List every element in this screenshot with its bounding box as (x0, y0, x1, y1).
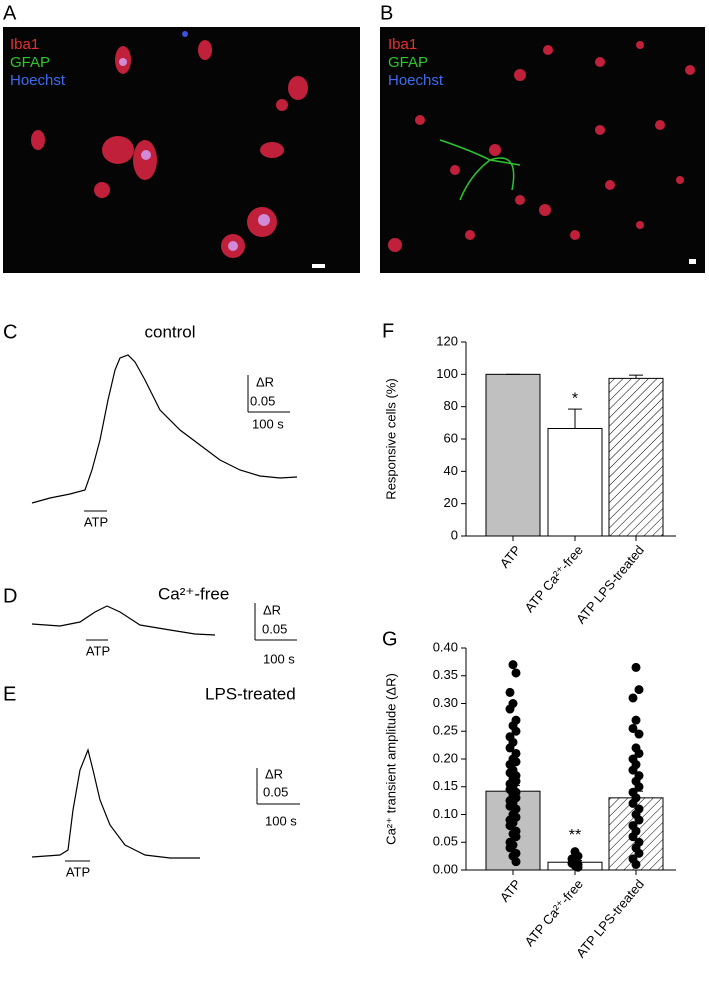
trace-title: Ca²⁺-free (158, 584, 229, 603)
data-point (573, 862, 583, 872)
stain-label: Iba1 (388, 36, 417, 53)
x-tick-label: ATP Ca²⁺-free (522, 542, 586, 615)
panel-letter: C (3, 321, 17, 343)
scale-label: 0.05 (263, 784, 288, 799)
stain-label: Hoechst (10, 72, 66, 89)
bar (485, 373, 541, 537)
panel-letter: A (3, 2, 17, 24)
y-tick-label: 20 (444, 495, 458, 510)
panel-letter: E (3, 683, 16, 705)
data-point (511, 857, 521, 867)
y-tick-label: 0.35 (433, 667, 458, 682)
y-tick-label: 0 (451, 527, 458, 542)
data-point (634, 685, 644, 695)
stain-label: Hoechst (388, 72, 444, 89)
stain-label: Iba1 (10, 36, 39, 53)
scale-label: 100 s (265, 813, 297, 828)
trace-title: LPS-treated (205, 684, 296, 703)
y-tick-label: 60 (444, 430, 458, 445)
y-tick-label: 0.10 (433, 806, 458, 821)
micrograph (3, 27, 360, 273)
data-point (634, 748, 644, 758)
data-point (505, 843, 515, 853)
scale-label: 0.05 (250, 393, 275, 408)
x-tick-label: ATP Ca²⁺-free (522, 876, 586, 949)
scale-label: ΔR (263, 602, 281, 617)
y-tick-label: 120 (436, 333, 458, 348)
trace-title: control (144, 322, 195, 341)
scale-label: 100 s (263, 651, 295, 666)
x-tick-label: ATP (497, 542, 524, 570)
x-tick-label: ATP LPS-treated (573, 542, 647, 626)
data-point (628, 693, 638, 703)
data-point (505, 821, 515, 831)
panel-letter: G (382, 628, 398, 650)
significance: * (572, 390, 578, 407)
data-point (505, 687, 515, 697)
y-tick-label: 40 (444, 463, 458, 478)
data-point (628, 798, 638, 808)
data-point (631, 859, 641, 869)
y-tick-label: 0.20 (433, 750, 458, 765)
y-tick-label: 0.40 (433, 639, 458, 654)
data-point (634, 729, 644, 739)
stimulus-label: ATP (84, 514, 108, 529)
data-point (628, 723, 638, 733)
data-point (505, 743, 515, 753)
panel-letter: F (382, 320, 394, 342)
data-point (631, 662, 641, 672)
bar (608, 377, 664, 537)
y-tick-label: 100 (436, 366, 458, 381)
stimulus-label: ATP (66, 864, 90, 879)
data-point (631, 715, 641, 725)
y-tick-label: 0.15 (433, 778, 458, 793)
stimulus-label: ATP (86, 643, 110, 658)
y-tick-label: 0.00 (433, 861, 458, 876)
data-point (505, 704, 515, 714)
trace (31, 354, 298, 504)
scale-label: 100 s (252, 416, 284, 431)
y-tick-label: 80 (444, 398, 458, 413)
y-tick-label: 0.30 (433, 695, 458, 710)
data-point (511, 832, 521, 842)
y-axis-label: Responsive cells (%) (383, 378, 398, 499)
data-point (634, 815, 644, 825)
scale-label: 0.05 (262, 621, 287, 636)
significance: ** (569, 827, 581, 844)
x-tick-label: ATP LPS-treated (573, 876, 647, 960)
data-point (634, 848, 644, 858)
stain-label: GFAP (388, 54, 428, 71)
y-tick-label: 0.05 (433, 834, 458, 849)
x-tick-label: ATP (497, 876, 524, 904)
scale-label: ΔR (256, 374, 274, 389)
trace (31, 605, 216, 636)
data-point (508, 660, 518, 670)
data-point (628, 832, 638, 842)
trace (31, 748, 200, 859)
data-point (511, 668, 521, 678)
panel-letter: B (380, 2, 393, 24)
y-tick-label: 0.25 (433, 723, 458, 738)
y-axis-label: Ca²⁺ transient amplitude (ΔR) (383, 673, 398, 845)
bar (547, 427, 603, 537)
data-point (511, 726, 521, 736)
panel-letter: D (3, 585, 17, 607)
scale-label: ΔR (265, 766, 283, 781)
stain-label: GFAP (10, 54, 50, 71)
micrograph (380, 27, 705, 273)
data-point (634, 782, 644, 792)
data-point (628, 765, 638, 775)
